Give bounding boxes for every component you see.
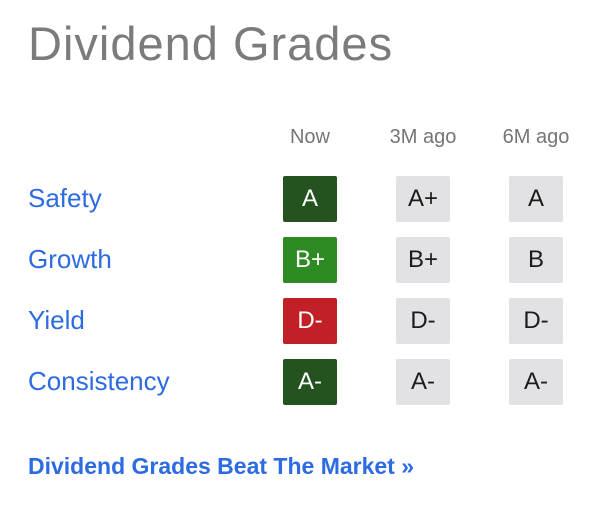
table-row-consistency-label-cell: Consistency: [28, 366, 170, 397]
grade-badge-yield-now: D-: [283, 297, 337, 344]
column-header-6m-ago: 6M ago: [502, 126, 570, 149]
grade-badge-yield-3m: D-: [396, 297, 450, 344]
column-header-now: Now: [289, 126, 330, 149]
footer-link[interactable]: Dividend Grades Beat The Market »: [28, 453, 415, 480]
cell-safety-6m: A: [480, 175, 592, 222]
row-label-growth[interactable]: Growth: [28, 244, 112, 275]
grade-badge-growth-3m: B+: [396, 236, 450, 283]
cell-consistency-3m: A-: [366, 358, 480, 405]
cell-growth-now: B+: [254, 236, 366, 283]
row-label-safety[interactable]: Safety: [28, 183, 102, 214]
grade-badge-growth-now: B+: [283, 236, 337, 283]
row-label-consistency[interactable]: Consistency: [28, 366, 170, 397]
table-row-yield-label-cell: Yield: [28, 305, 85, 336]
grade-badge-safety-now: A: [283, 175, 337, 222]
grade-badge-growth-6m: B: [509, 236, 563, 283]
cell-consistency-6m: A-: [480, 358, 592, 405]
table-row-safety-label-cell: Safety: [28, 183, 102, 214]
column-header-3m-ago: 3M ago: [389, 126, 457, 149]
cell-yield-3m: D-: [366, 297, 480, 344]
grade-badge-yield-6m: D-: [509, 297, 563, 344]
cell-growth-6m: B: [480, 236, 592, 283]
grade-badge-safety-6m: A: [509, 175, 563, 222]
cell-yield-now: D-: [254, 297, 366, 344]
page-title: Dividend Grades: [28, 17, 394, 70]
cell-growth-3m: B+: [366, 236, 480, 283]
grade-badge-consistency-now: A-: [283, 358, 337, 405]
row-label-yield[interactable]: Yield: [28, 305, 85, 336]
cell-consistency-now: A-: [254, 358, 366, 405]
grades-table: Now 3M ago 6M ago Safety A A+ A Growth B…: [28, 107, 607, 412]
cell-safety-now: A: [254, 175, 366, 222]
grade-badge-consistency-6m: A-: [509, 358, 563, 405]
table-row-growth-label-cell: Growth: [28, 244, 112, 275]
cell-yield-6m: D-: [480, 297, 592, 344]
cell-safety-3m: A+: [366, 175, 480, 222]
grade-badge-safety-3m: A+: [396, 175, 450, 222]
grade-badge-consistency-3m: A-: [396, 358, 450, 405]
